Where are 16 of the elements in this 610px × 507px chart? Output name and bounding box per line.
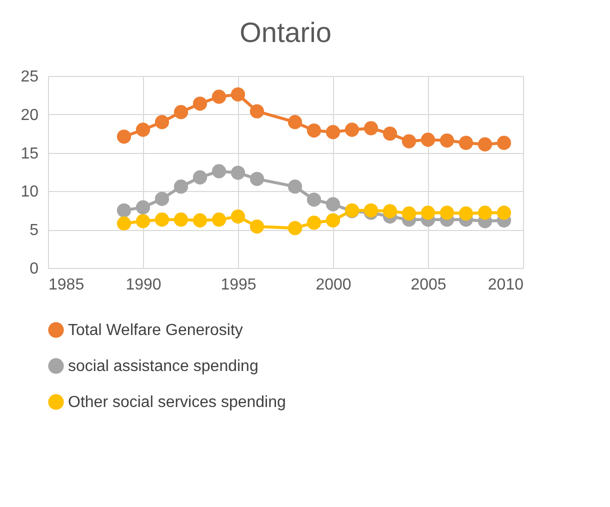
x-tick-label: 2000 [316, 276, 352, 294]
legend-label: social assistance spending [68, 358, 258, 375]
legend-label: Other social services spending [68, 394, 286, 411]
x-tick-label: 2005 [410, 276, 446, 294]
legend-label: Total Welfare Generosity [68, 322, 243, 339]
y-tick-label: 5 [30, 222, 39, 240]
y-tick-label: 15 [20, 145, 39, 162]
y-tick-label: 25 [20, 68, 39, 86]
chart-title: Ontario [240, 17, 332, 48]
x-tick-label: 1995 [220, 276, 256, 294]
x-tick-label: 1990 [126, 276, 162, 294]
y-tick-label: 20 [20, 106, 39, 124]
x-tick-label: 1985 [48, 276, 84, 294]
y-tick-label: 10 [20, 184, 39, 201]
x-tick-label: 2010 [488, 276, 524, 294]
y-tick-label: 0 [30, 260, 39, 278]
